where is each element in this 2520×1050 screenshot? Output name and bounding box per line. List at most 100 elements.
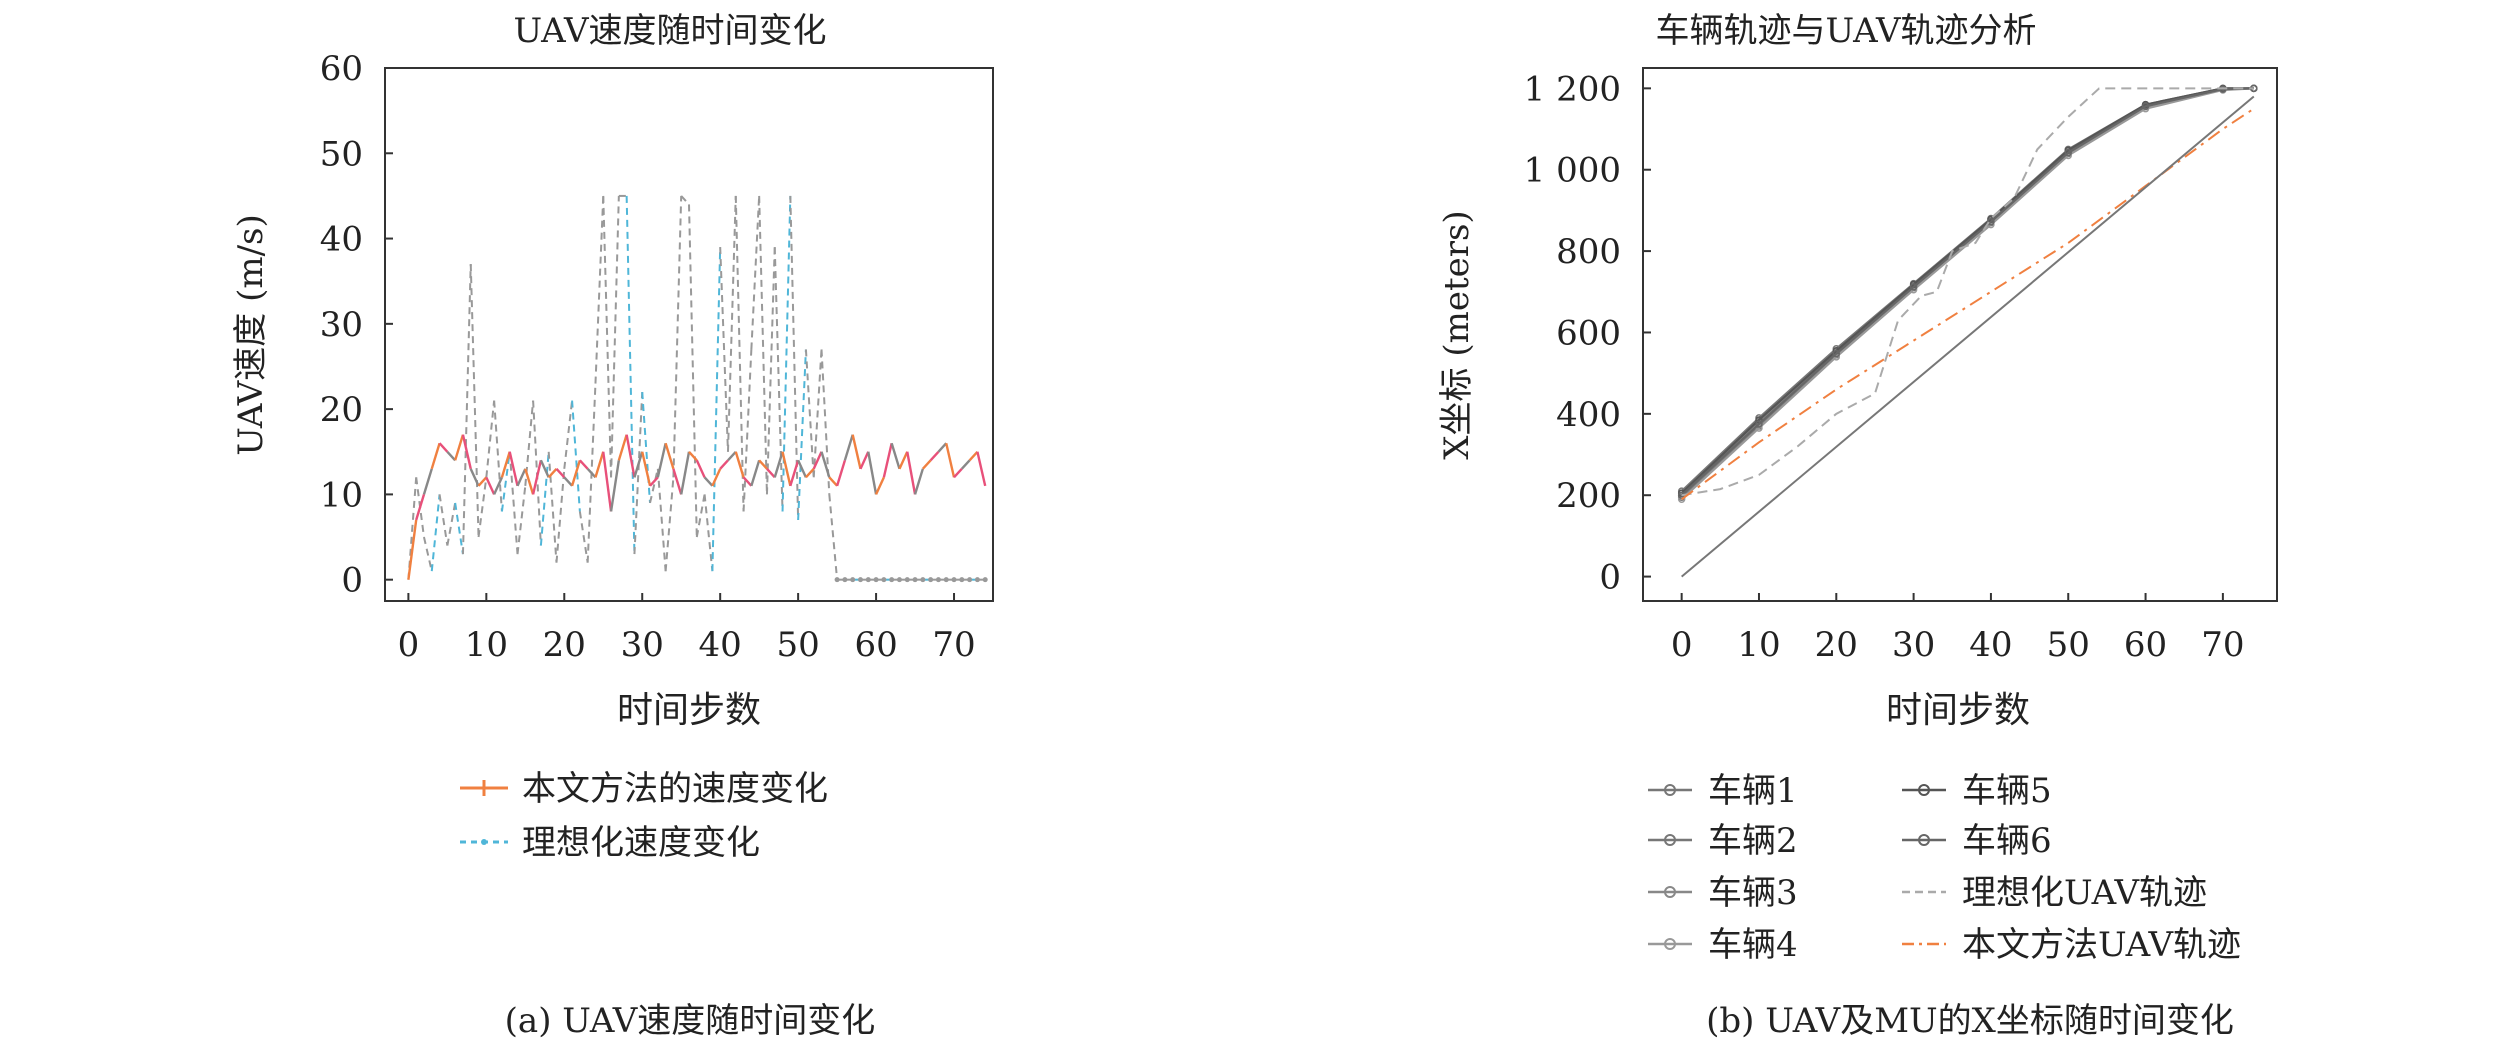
ideal-speed-point — [850, 577, 856, 583]
ideal-speed-point — [920, 577, 926, 583]
ideal-speed-segment — [672, 195, 683, 478]
method-speed-segment — [672, 468, 683, 495]
ideal-speed-segment — [828, 494, 839, 580]
ideal-speed-segment — [773, 247, 784, 512]
method-speed-segment — [649, 476, 659, 487]
chart-b-frame — [1642, 67, 2278, 602]
ideal-speed-point — [935, 577, 941, 583]
ideal-speed-segment — [641, 391, 652, 503]
ideal-speed-segment — [555, 468, 566, 563]
chart-b-caption: (b) UAV及MU的X坐标随时间变化 — [1706, 1001, 2234, 1041]
ideal-speed-point — [881, 577, 887, 583]
legend-b-label: 车辆3 — [1708, 873, 1798, 913]
method-speed-segment — [493, 476, 504, 495]
ideal-speed-point — [982, 577, 988, 583]
method-speed-segment — [415, 494, 426, 521]
legend-b-label: 车辆1 — [1708, 771, 1798, 811]
ideal-speed-point — [912, 577, 918, 583]
legend-a-label-0: 本文方法的速度变化 — [522, 769, 828, 809]
method-speed-segment — [680, 451, 691, 495]
ideal-speed-segment — [703, 494, 714, 572]
chart-a-ylabel: UAV速度 (m/s) — [231, 214, 271, 456]
method-speed-segment — [485, 476, 496, 495]
chart-b-ytick-label: 1 000 — [1524, 151, 1621, 191]
trajectory-line-6 — [1681, 87, 2254, 497]
legend-b-label: 车辆6 — [1962, 821, 2052, 861]
chart-b-ytick-label: 800 — [1556, 232, 1621, 272]
method-speed-segment — [563, 476, 573, 487]
ideal-speed-segment — [547, 451, 558, 563]
ideal-speed-segment — [571, 400, 581, 512]
ideal-speed-segment — [649, 468, 659, 504]
method-speed-segment — [570, 459, 582, 487]
method-speed-segment — [773, 451, 784, 478]
ideal-speed-segment — [539, 451, 550, 546]
chart-b-ytick-label: 200 — [1556, 476, 1621, 516]
chart-a-xtick-label: 20 — [543, 625, 586, 665]
method-speed-segment — [843, 434, 854, 461]
method-speed-segment — [898, 451, 909, 470]
chart-b-x-ticks: 0 10 20 30 40 50 60 70 — [1671, 593, 2245, 665]
chart-b-xtick-label: 30 — [1892, 625, 1935, 665]
chart-a-legend: 本文方法的速度变化 理想化速度变化 — [460, 769, 828, 863]
ideal-speed-segment — [625, 195, 636, 555]
trajectory-line-2 — [1680, 87, 2254, 497]
method-speed-segment — [797, 459, 808, 478]
method-speed-segment — [953, 468, 963, 479]
legend-b-marker — [1918, 784, 1930, 796]
chart-a-plot-area — [407, 194, 988, 583]
ideal-speed-segment — [446, 502, 457, 546]
ideal-speed-segment — [633, 392, 644, 555]
method-speed-segment — [828, 476, 838, 487]
method-speed-segment — [430, 442, 441, 470]
trajectory-line-1 — [1680, 87, 2254, 499]
ideal-speed-segment — [758, 195, 768, 495]
chart-a-xlabel: 时间步数 — [617, 690, 761, 731]
chart-b-xtick-label: 40 — [1969, 625, 2012, 665]
ideal-speed-segment — [602, 195, 613, 478]
method-speed-segment — [766, 468, 776, 479]
ideal-speed-segment — [500, 451, 511, 512]
ideal-speed-segment — [594, 195, 605, 384]
method-speed-segment — [874, 476, 885, 495]
ideal-speed-segment — [493, 400, 503, 512]
ideal-speed-segment — [734, 195, 745, 512]
ideal-speed-segment — [688, 204, 698, 538]
trajectory-point — [2141, 102, 2150, 110]
method-speed-segment — [727, 450, 737, 462]
method-speed-segment — [688, 450, 698, 462]
ideal-speed-segment — [797, 349, 807, 521]
legend-b-marker — [1664, 886, 1676, 898]
ideal-speed-point — [857, 577, 863, 583]
chart-a-ytick-label: 20 — [320, 390, 363, 430]
method-speed-segment — [929, 450, 940, 462]
legend-b-label: 车辆4 — [1708, 925, 1798, 965]
legend-a-item-0: 本文方法的速度变化 — [460, 769, 828, 809]
method-speed-segment — [734, 451, 745, 478]
trajectory-line-8 — [1681, 95, 2255, 578]
ideal-speed-point — [928, 577, 934, 583]
chart-a-ytick-label: 10 — [320, 475, 363, 515]
method-speed-segment — [859, 451, 870, 470]
legend-b-label: 车辆2 — [1708, 821, 1798, 861]
chart-b-y-ticks: 0 200 400 600 800 1 000 1 200 — [1524, 69, 1651, 598]
chart-a-xtick-label: 40 — [699, 625, 742, 665]
ideal-speed-segment — [719, 247, 729, 452]
ideal-speed-point — [873, 577, 879, 583]
chart-b-xtick-label: 60 — [2124, 625, 2167, 665]
ideal-speed-point — [974, 577, 980, 583]
chart-a-title: UAV速度随时间变化 — [513, 11, 826, 51]
method-speed-segment — [524, 468, 535, 495]
ideal-speed-point — [951, 577, 957, 583]
chart-a-xtick-label: 50 — [776, 625, 819, 665]
method-speed-segment — [851, 434, 862, 470]
method-speed-segment — [516, 468, 527, 487]
legend-b-marker — [1918, 834, 1930, 846]
method-speed-segment — [906, 451, 917, 495]
method-speed-segment — [758, 459, 768, 470]
ideal-speed-point — [865, 577, 871, 583]
trajectory-point — [1755, 420, 1763, 428]
method-speed-segment — [719, 459, 729, 470]
ideal-speed-point — [943, 577, 949, 583]
chart-a-xtick-label: 70 — [932, 625, 975, 665]
